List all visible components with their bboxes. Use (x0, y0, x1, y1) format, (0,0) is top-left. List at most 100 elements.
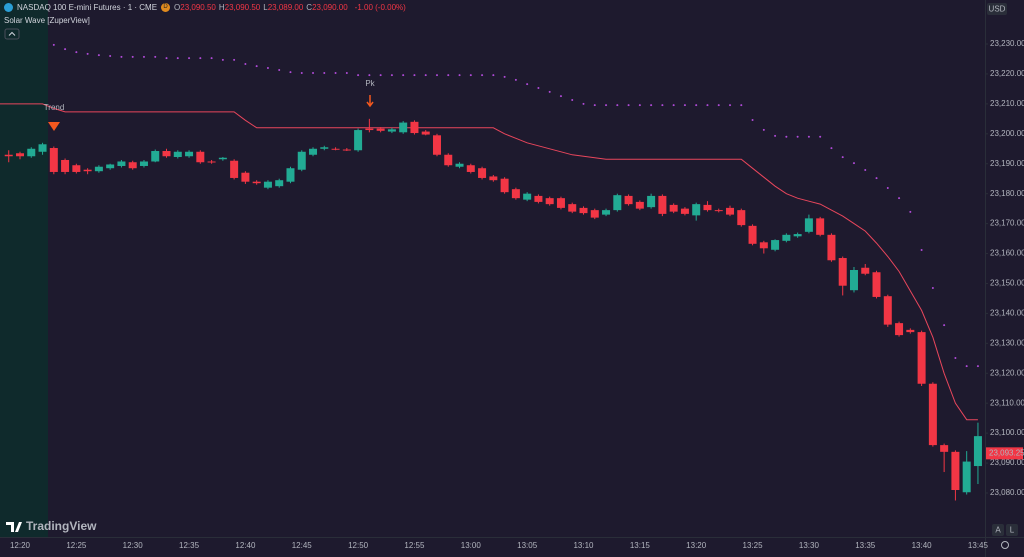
currency-box[interactable] (987, 3, 1007, 15)
y-tick-label: 23,220.00 (990, 69, 1024, 78)
candle-body (27, 148, 36, 157)
candle-body (838, 258, 847, 286)
candle-body (230, 160, 239, 178)
y-tick-label: 23,140.00 (990, 309, 1024, 318)
trail-dot (52, 43, 55, 46)
y-tick-label: 23,210.00 (990, 99, 1024, 108)
candle-body (38, 144, 47, 152)
x-tick-label: 13:00 (461, 541, 482, 550)
collapse-button[interactable] (4, 28, 20, 40)
trail-dot (785, 135, 788, 138)
y-tick-label: 23,120.00 (990, 368, 1024, 377)
candle-body (793, 234, 802, 237)
candle-body (4, 154, 13, 157)
trail-dot (548, 90, 551, 93)
y-tick-label: 23,080.00 (990, 488, 1024, 497)
x-tick-label: 12:40 (235, 541, 256, 550)
candle-body (173, 151, 182, 157)
x-tick-label: 13:10 (573, 541, 594, 550)
trail-dot (289, 71, 292, 74)
trail-dot (312, 72, 315, 75)
trail-dot (357, 74, 360, 77)
candle-body (951, 451, 960, 491)
candle-body (185, 151, 194, 157)
trail-dot (199, 57, 202, 60)
quote-value: 23,090.00 (312, 3, 348, 12)
trail-dot (86, 52, 89, 55)
trail-dot (447, 74, 450, 77)
trail-dot (852, 162, 855, 165)
candle-body (365, 128, 374, 131)
x-tick-label: 12:45 (292, 541, 313, 550)
candle-body (196, 151, 205, 163)
trail-dot (875, 177, 878, 180)
candle-body (906, 329, 915, 333)
header: NASDAQ 100 E-mini Futures · 1 · CME D O2… (4, 3, 406, 12)
trail-dot (593, 104, 596, 107)
candle-body (275, 180, 284, 187)
x-tick-label: 13:15 (630, 541, 651, 550)
trend-label: Trend (44, 103, 65, 112)
candle-body (61, 159, 70, 172)
trail-dot (571, 98, 574, 101)
trail-dot (740, 104, 743, 107)
trail-dot (345, 72, 348, 75)
settings-icon[interactable] (1001, 541, 1009, 549)
candle-body (444, 154, 453, 166)
quote-key: O (174, 3, 181, 12)
trail-dot (717, 104, 720, 107)
candle-body (872, 272, 881, 297)
badge[interactable]: D (161, 3, 171, 12)
x-tick-label: 13:05 (517, 541, 538, 550)
trail-dot (605, 104, 608, 107)
auto-button[interactable] (992, 524, 1004, 536)
last-price-label: 23,093.25 (989, 448, 1024, 457)
trail-dot (503, 75, 506, 78)
trail-dot (751, 119, 754, 122)
candle-body (432, 135, 441, 155)
currency: USD (989, 5, 1006, 14)
log-button[interactable] (1006, 524, 1018, 536)
candle-body (635, 201, 644, 209)
trail-dot (413, 74, 416, 77)
candle-body (692, 204, 701, 216)
quote: O23,090.50 H23,090.50 L23,089.00 C23,090.00 (174, 3, 351, 12)
trail-dot (278, 69, 281, 72)
trail-dot (931, 286, 934, 289)
trail-dot (627, 104, 630, 107)
trail-dot (255, 65, 258, 68)
trail-dot (886, 186, 889, 189)
trail-dot (864, 169, 867, 172)
candle-body (545, 198, 554, 205)
log-label: L (1010, 526, 1015, 535)
trail-dot (672, 104, 675, 107)
y-tick-label: 23,130.00 (990, 338, 1024, 347)
quote-key: H (218, 3, 225, 12)
candle-body (804, 218, 813, 232)
trail-dot (807, 135, 810, 138)
trail-dot (424, 74, 427, 77)
trail-dot (909, 210, 912, 213)
candle-body (759, 242, 768, 249)
trail-dot (390, 74, 393, 77)
candle-body (399, 122, 408, 133)
candle-body (726, 207, 735, 215)
trail-dot (435, 74, 438, 77)
candle-body (410, 121, 419, 134)
candle-body (297, 151, 306, 170)
candle-body (590, 210, 599, 218)
candle-body (613, 195, 622, 211)
trail-dot (514, 78, 517, 81)
auto-label: A (995, 526, 1001, 535)
peak-arrow (366, 95, 374, 108)
candle-body (320, 147, 329, 149)
candle-body (309, 148, 318, 155)
trail-dot (131, 55, 134, 58)
candle-body (680, 208, 689, 214)
trail-dot (526, 83, 529, 86)
y-tick-label: 23,200.00 (990, 129, 1024, 138)
collapse-icon (8, 31, 16, 36)
trail-dot (841, 156, 844, 159)
